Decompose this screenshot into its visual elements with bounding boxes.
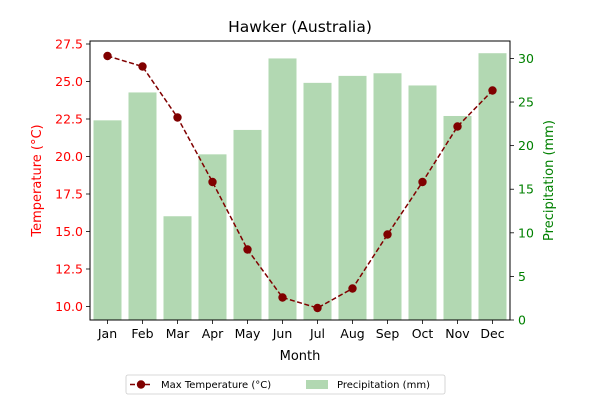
x-tick-label: Mar <box>166 326 190 341</box>
y-left-tick-label: 10.0 <box>55 299 83 314</box>
y-right-tick-label: 0 <box>518 313 526 328</box>
y-left-tick-label: 27.5 <box>55 37 83 52</box>
x-tick-label: Jan <box>97 326 117 341</box>
legend-line-marker <box>136 380 146 389</box>
bar-feb <box>128 92 157 320</box>
legend-label-precipitation: Precipitation (mm) <box>337 380 430 391</box>
x-tick-label: Feb <box>131 326 153 341</box>
legend-label-temperature: Max Temperature (°C) <box>161 380 271 391</box>
y-left-tick-label: 22.5 <box>55 112 83 127</box>
point-mar <box>173 113 182 122</box>
y-right-tick-label: 10 <box>518 225 534 240</box>
bar-dec <box>478 53 507 321</box>
x-tick-label: Aug <box>340 326 364 341</box>
bar-mar <box>163 216 192 320</box>
bar-jan <box>93 120 122 320</box>
y-left-tick-label: 17.5 <box>55 187 83 202</box>
x-tick-label: May <box>235 326 261 341</box>
point-feb <box>138 62 147 71</box>
legend: Max Temperature (°C) Precipitation (mm) <box>125 374 446 395</box>
y-right-tick-label: 5 <box>518 269 526 284</box>
y-left-tick-label: 15.0 <box>55 224 83 239</box>
x-tick-label: Nov <box>445 326 470 341</box>
point-nov <box>453 122 462 131</box>
plot-frame <box>89 40 511 321</box>
x-tick-label: Dec <box>480 326 504 341</box>
y-left-tick-label: 25.0 <box>55 74 83 89</box>
point-may <box>243 245 252 254</box>
point-apr <box>208 177 217 187</box>
y-right-tick-label: 15 <box>518 182 534 197</box>
x-tick-label: Sep <box>376 326 400 341</box>
legend-box <box>125 374 446 395</box>
y-right-tick-label: 20 <box>518 138 534 153</box>
temperature-line <box>103 51 497 313</box>
y-left-tick-label: 12.5 <box>55 262 83 277</box>
x-axis-title: Month <box>280 349 321 364</box>
bar-may <box>233 129 262 320</box>
point-aug <box>348 284 357 293</box>
y-axis-left: 10.0 12.5 15.0 17.5 20.0 22.5 25.0 27.5 <box>55 37 90 314</box>
point-oct <box>418 177 427 187</box>
bar-nov <box>443 115 472 320</box>
bar-oct <box>408 85 437 320</box>
y-axis-right-title: Precipitation (mm) <box>542 120 557 241</box>
bar-jun <box>268 58 297 320</box>
y-left-tick-label: 20.0 <box>55 149 83 164</box>
point-jan <box>103 51 112 61</box>
y-axis-right: 0 5 10 15 20 25 30 <box>510 51 534 328</box>
legend-bar-swatch <box>306 380 328 389</box>
x-tick-label: Apr <box>202 326 224 341</box>
x-tick-label: Oct <box>412 326 434 341</box>
x-axis: Jan Feb Mar Apr May Jun Jul Aug Sep Oct Nov Dec <box>97 320 505 341</box>
chart-title: Hawker (Australia) <box>228 18 372 36</box>
temperature-line-path <box>107 55 494 309</box>
y-right-tick-label: 25 <box>518 95 534 110</box>
y-axis-left-title: Temperature (°C) <box>30 124 45 237</box>
bar-jul <box>303 82 332 320</box>
point-jul <box>313 303 322 313</box>
point-jun <box>278 293 287 302</box>
precipitation-bars <box>93 53 507 321</box>
x-tick-label: Jul <box>309 326 325 341</box>
point-dec <box>488 86 497 95</box>
bar-sep <box>373 73 402 321</box>
point-sep <box>383 230 392 239</box>
bar-aug <box>338 75 367 320</box>
y-right-tick-label: 30 <box>518 51 534 66</box>
x-tick-label: Jun <box>272 326 293 341</box>
